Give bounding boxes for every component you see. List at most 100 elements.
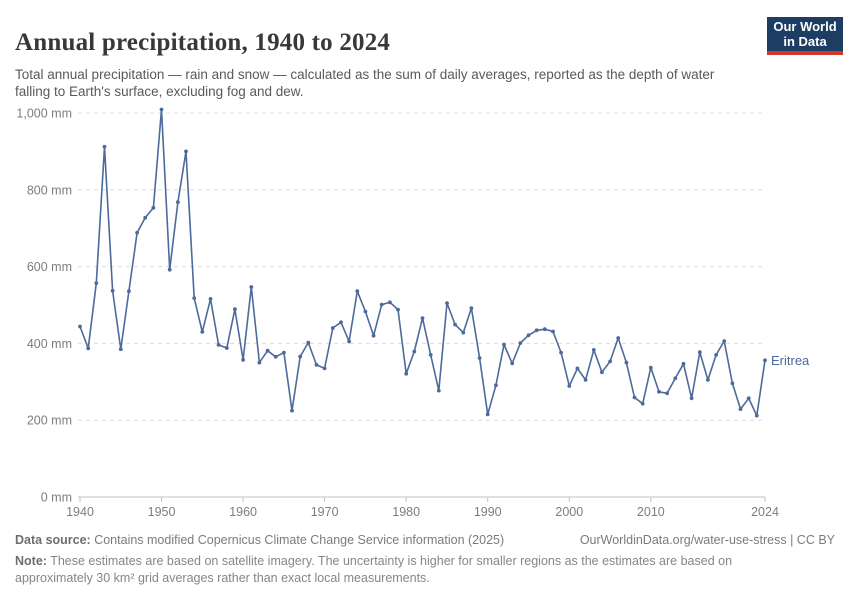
data-point[interactable] <box>135 230 140 235</box>
data-point[interactable] <box>143 215 148 220</box>
data-point[interactable] <box>738 407 743 411</box>
data-point[interactable] <box>502 342 506 347</box>
data-point[interactable] <box>176 200 180 205</box>
data-point[interactable] <box>257 360 262 365</box>
data-point[interactable] <box>151 205 156 210</box>
data-point[interactable] <box>428 353 433 357</box>
x-axis-label: 1960 <box>229 505 257 519</box>
note-text: These estimates are based on satellite i… <box>15 554 733 585</box>
data-point[interactable] <box>110 288 115 293</box>
data-point[interactable] <box>200 330 205 334</box>
data-point[interactable] <box>624 360 629 365</box>
data-point[interactable] <box>575 366 580 371</box>
data-point[interactable] <box>233 307 237 312</box>
data-point[interactable] <box>485 412 490 417</box>
data-point[interactable] <box>102 144 107 149</box>
data-point[interactable] <box>640 401 645 406</box>
data-point[interactable] <box>282 350 286 355</box>
data-point[interactable] <box>697 350 702 355</box>
data-point[interactable] <box>494 383 498 388</box>
data-point[interactable] <box>347 339 351 344</box>
data-point[interactable] <box>192 296 197 300</box>
data-point[interactable] <box>314 363 319 367</box>
x-axis-label: 1940 <box>66 505 94 519</box>
data-point[interactable] <box>436 388 441 393</box>
data-point[interactable] <box>184 149 188 154</box>
data-point[interactable] <box>363 309 368 314</box>
data-point[interactable] <box>265 348 270 353</box>
data-point[interactable] <box>706 378 710 382</box>
data-point[interactable] <box>657 389 661 394</box>
data-point[interactable] <box>559 350 563 355</box>
x-axis-label: 2010 <box>637 505 665 519</box>
owid-logo[interactable]: Our World in Data <box>767 17 843 55</box>
data-point[interactable] <box>241 358 246 362</box>
data-point[interactable] <box>322 366 327 371</box>
data-point[interactable] <box>126 289 131 294</box>
data-point[interactable] <box>746 396 751 401</box>
data-point[interactable] <box>420 316 425 320</box>
data-point[interactable] <box>371 333 376 338</box>
data-point[interactable] <box>477 356 482 360</box>
data-point[interactable] <box>534 328 539 333</box>
data-point[interactable] <box>306 340 311 345</box>
data-point[interactable] <box>159 107 164 112</box>
data-point[interactable] <box>249 285 254 289</box>
data-point[interactable] <box>673 376 678 381</box>
data-point[interactable] <box>722 339 727 343</box>
data-point[interactable] <box>445 301 449 305</box>
data-point[interactable] <box>600 370 604 375</box>
y-axis-label: 0 mm <box>41 491 72 505</box>
data-point[interactable] <box>763 358 767 363</box>
data-point[interactable] <box>461 330 466 335</box>
data-point[interactable] <box>118 347 123 352</box>
data-point[interactable] <box>648 365 653 370</box>
data-point[interactable] <box>526 333 531 338</box>
data-point[interactable] <box>396 307 400 312</box>
data-point[interactable] <box>616 336 621 340</box>
owid-url-license[interactable]: OurWorldinData.org/water-use-stress | CC… <box>579 533 835 547</box>
data-point[interactable] <box>224 346 229 350</box>
precipitation-line[interactable] <box>79 108 766 417</box>
data-point[interactable] <box>379 302 384 307</box>
data-point[interactable] <box>689 396 694 401</box>
data-point[interactable] <box>608 359 612 364</box>
data-point[interactable] <box>355 289 360 294</box>
data-point[interactable] <box>591 348 596 352</box>
data-point[interactable] <box>469 306 474 310</box>
y-axis-label: 200 mm <box>27 414 72 428</box>
data-point[interactable] <box>542 327 547 332</box>
data-point[interactable] <box>551 329 555 334</box>
data-source-label: Data source: <box>15 533 91 547</box>
data-point[interactable] <box>298 354 303 359</box>
data-point[interactable] <box>730 381 735 386</box>
data-point[interactable] <box>510 361 515 366</box>
data-point[interactable] <box>665 391 669 396</box>
data-point[interactable] <box>412 349 417 354</box>
data-point[interactable] <box>86 346 91 351</box>
data-point[interactable] <box>388 300 392 305</box>
data-point[interactable] <box>518 341 523 345</box>
data-point[interactable] <box>273 354 278 359</box>
data-point[interactable] <box>453 322 457 327</box>
x-axis-label: 1950 <box>148 505 176 519</box>
data-point[interactable] <box>714 353 718 357</box>
data-point[interactable] <box>167 267 172 272</box>
data-point[interactable] <box>583 378 588 382</box>
data-point[interactable] <box>208 297 213 301</box>
data-point[interactable] <box>567 384 572 388</box>
data-point[interactable] <box>404 371 409 376</box>
data-point[interactable] <box>754 413 759 418</box>
data-point[interactable] <box>290 408 294 413</box>
data-point[interactable] <box>681 361 686 366</box>
data-point[interactable] <box>339 320 343 325</box>
data-point[interactable] <box>330 326 335 330</box>
owid-logo-line2: in Data <box>783 33 827 49</box>
data-point[interactable] <box>632 395 637 400</box>
data-point[interactable] <box>94 281 99 285</box>
data-point[interactable] <box>78 324 82 329</box>
data-point[interactable] <box>216 343 221 347</box>
x-axis-label: 1980 <box>392 505 420 519</box>
